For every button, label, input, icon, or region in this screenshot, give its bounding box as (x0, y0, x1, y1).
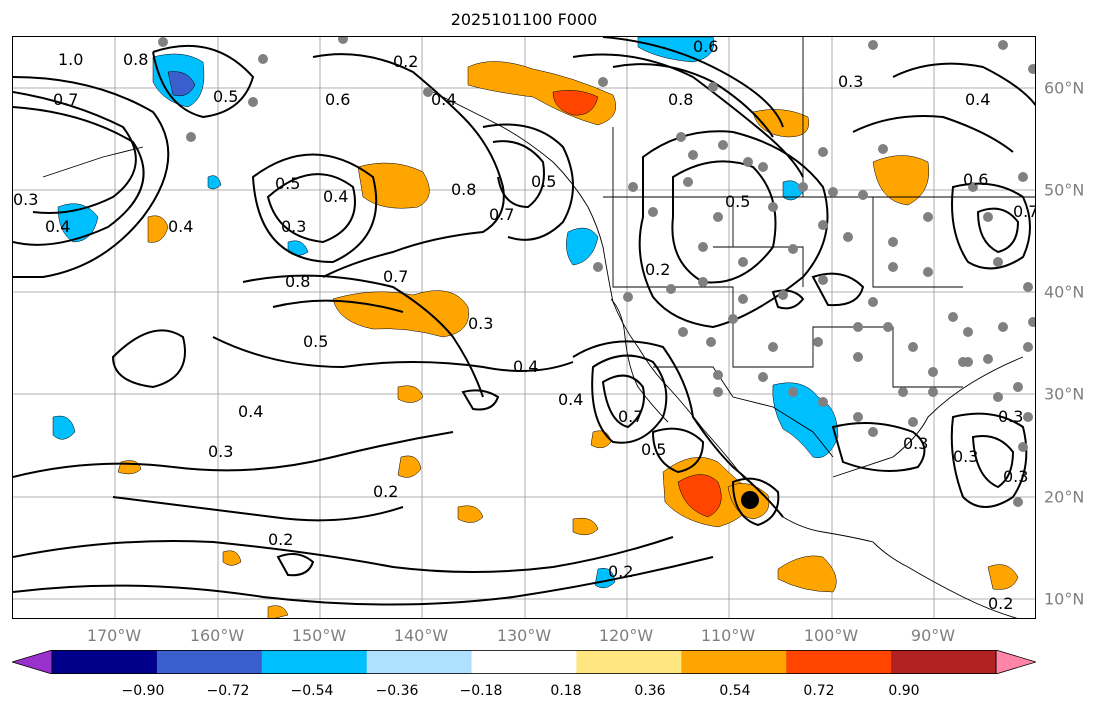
contour-label: 0.4 (45, 217, 70, 236)
colorbar-segment (156, 650, 263, 674)
colorbar-segment (786, 650, 892, 674)
contour-label: 0.6 (693, 37, 718, 56)
contour-label: 0.3 (468, 314, 493, 333)
contour-label: 0.3 (208, 442, 233, 461)
coastlines (42, 37, 1035, 618)
contour-label: 0.3 (998, 407, 1023, 426)
colorbar-segment (52, 650, 158, 674)
graticule (13, 37, 1035, 618)
contour-lines (13, 37, 1035, 606)
contour-label: 0.4 (168, 217, 193, 236)
lon-tick-label: 130°W (496, 626, 552, 645)
colorbar-segment (576, 650, 682, 674)
colorbar-segment (681, 650, 787, 674)
lon-tick-label: 150°W (291, 626, 347, 645)
colorbar (12, 650, 1036, 674)
lat-tick-label: 60°N (1044, 78, 1085, 98)
lat-tick-label: 20°N (1044, 487, 1085, 507)
contour-label: 0.3 (838, 72, 863, 91)
colorbar-tick-label: −0.36 (375, 683, 419, 699)
lat-tick-label: 40°N (1044, 282, 1085, 302)
map-title: 2025101100 F000 (450, 10, 598, 29)
colorbar-segment (471, 650, 577, 674)
contour-label: 0.6 (325, 90, 350, 109)
colorbar-tick-label: 0.36 (634, 683, 666, 699)
lon-tick-label: 110°W (700, 626, 756, 645)
colorbar-frame (51, 650, 997, 674)
contour-label: 0.4 (513, 357, 538, 376)
contour-label: 0.4 (323, 187, 348, 206)
contour-label: 0.4 (965, 90, 990, 109)
lat-tick-label: 50°N (1044, 180, 1085, 200)
contour-label: 0.7 (1013, 202, 1036, 221)
contour-label: 0.4 (431, 90, 456, 109)
contour-label: 0.7 (618, 407, 643, 426)
contour-label: 0.8 (123, 50, 148, 69)
contour-label: 0.4 (558, 390, 583, 409)
contour-label: 0.3 (903, 434, 928, 453)
contour-label: 0.4 (238, 402, 263, 421)
contour-label: 0.2 (393, 52, 418, 71)
colorbar-tick-label: −0.90 (121, 683, 165, 699)
lon-tick-label: 100°W (803, 626, 859, 645)
colorbar-segment (366, 650, 473, 674)
contour-label: 0.5 (725, 192, 750, 211)
contour-label: 1.0 (58, 50, 83, 69)
contour-label: 0.5 (641, 440, 666, 459)
contour-label: 0.5 (531, 172, 556, 191)
contour-label: 0.6 (963, 170, 988, 189)
colorbar-tick-label: −0.72 (206, 683, 250, 699)
colorbar-tick-label: 0.54 (719, 683, 751, 699)
contour-label: 0.3 (281, 217, 306, 236)
contour-label: 0.7 (53, 90, 78, 109)
storm-center-marker (741, 491, 759, 509)
colorbar-extend-high (995, 650, 1036, 674)
contour-label: 0.2 (373, 482, 398, 501)
colorbar-extend-low (12, 650, 53, 674)
map-panel[interactable]: 1.0 0.8 0.7 0.5 0.6 0.2 0.3 0.4 0.4 0.3 … (12, 36, 1036, 619)
contour-label: 0.2 (608, 562, 633, 581)
lat-tick-label: 10°N (1044, 589, 1085, 609)
contour-label: 0.5 (213, 87, 238, 106)
map-canvas: 1.0 0.8 0.7 0.5 0.6 0.2 0.3 0.4 0.4 0.3 … (13, 37, 1036, 618)
lon-tick-label: 170°W (86, 626, 142, 645)
lon-tick-label: 90°W (910, 626, 956, 645)
lon-tick-label: 120°W (598, 626, 654, 645)
colorbar-tick-label: −0.54 (290, 683, 334, 699)
contour-label-group: 1.0 0.8 0.7 0.5 0.6 0.2 0.3 0.4 0.4 0.3 … (13, 37, 1036, 613)
contour-label: 0.3 (953, 447, 978, 466)
contour-label: 0.2 (268, 530, 293, 549)
contour-label: 0.8 (668, 90, 693, 109)
contour-label: 0.8 (285, 272, 310, 291)
contour-label: 0.2 (645, 260, 670, 279)
contour-label: 0.3 (1003, 467, 1028, 486)
colorbar-segment (261, 650, 368, 674)
contour-label: 0.8 (451, 180, 476, 199)
colorbar-tick-label: −0.18 (459, 683, 503, 699)
colorbar-tick-label: 0.72 (803, 683, 835, 699)
contour-label: 0.3 (13, 190, 38, 209)
lon-tick-label: 160°W (189, 626, 245, 645)
contour-label: 0.2 (988, 594, 1013, 613)
contour-label: 0.7 (489, 205, 514, 224)
lat-tick-label: 30°N (1044, 384, 1085, 404)
colorbar-tick-label: 0.90 (888, 683, 920, 699)
lon-tick-label: 140°W (393, 626, 449, 645)
contour-label: 0.5 (275, 174, 300, 193)
colorbar-tick-label: 0.18 (550, 683, 582, 699)
colorbar-segment (891, 650, 997, 674)
contour-label: 0.5 (303, 332, 328, 351)
contour-label: 0.7 (383, 267, 408, 286)
station-markers (158, 37, 1035, 507)
